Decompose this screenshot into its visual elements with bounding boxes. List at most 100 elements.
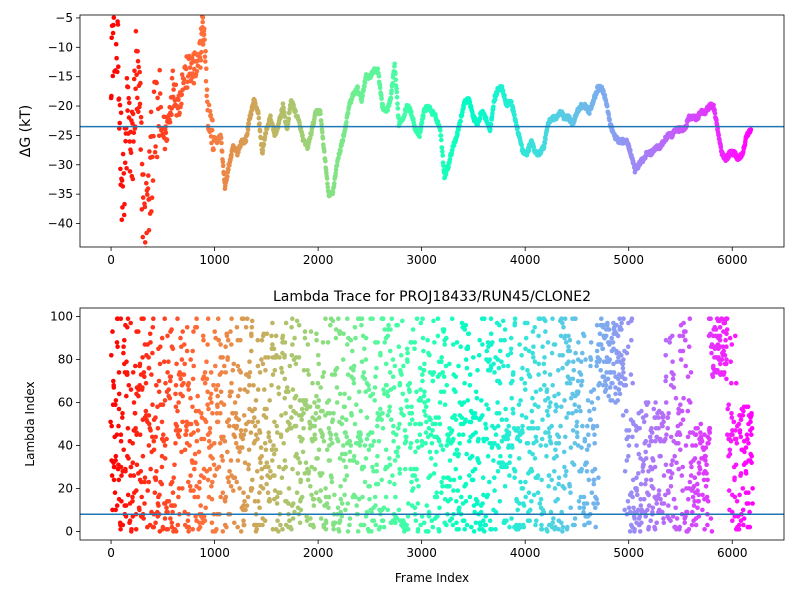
lambda-point [724,344,729,350]
lambda-point [531,344,536,350]
lambda-point [670,376,676,382]
lambda-point [515,507,520,513]
lambda-point [314,393,319,399]
lambda-point [235,458,241,463]
lambda-point [560,529,565,534]
lambda-point [412,346,417,352]
lambda-point [523,346,528,352]
lambda-point [316,447,322,453]
lambda-point [395,322,401,328]
delta-g-point [440,153,446,158]
lambda-point [182,361,187,367]
delta-g-point [142,266,147,271]
lambda-point [560,365,565,371]
delta-g-point [333,167,339,172]
lambda-point [168,374,174,380]
delta-g-point [134,72,139,78]
lambda-point [362,376,368,382]
lambda-point [347,522,352,528]
lambda-point [420,378,425,384]
lambda-point [671,385,677,390]
lambda-point [283,320,289,326]
lambda-point [228,458,234,463]
lambda-point [746,490,751,496]
lambda-point [504,417,509,423]
lambda-point [290,466,295,472]
lambda-point [272,473,277,478]
delta-g-point [121,212,127,218]
lambda-point [683,363,688,369]
lambda-point [526,348,532,354]
x-tick-label: 0 [107,253,115,267]
lambda-point [211,462,217,468]
lambda-point [467,494,473,500]
delta-g-point [114,9,119,14]
lambda-y-axis-label: Lambda Index [23,381,37,466]
lambda-point [130,460,136,466]
lambda-point [749,432,754,438]
lambda-point [747,524,753,530]
lambda-point [195,428,201,433]
lambda-point [554,453,559,459]
lambda-point [673,505,678,511]
delta-g-point [320,136,326,141]
lambda-point [678,357,684,362]
lambda-point [457,505,462,511]
lambda-point [733,462,739,468]
lambda-point [345,501,351,506]
lambda-point [440,447,446,453]
lambda-point [362,443,368,448]
lambda-point [430,524,436,530]
lambda-point [548,400,553,405]
delta-g-point [136,64,141,70]
lambda-point [702,432,707,438]
delta-g-point [256,110,261,116]
delta-g-point [334,163,340,168]
lambda-point [696,492,702,498]
lambda-point [315,456,320,461]
lambda-point [663,374,669,380]
lambda-point [164,436,169,442]
lambda-point [522,380,528,386]
lambda-point [508,335,514,341]
lambda-point [384,383,389,388]
delta-g-point [325,181,330,186]
delta-g-point [587,111,592,116]
lambda-point [393,520,398,526]
lambda-point [114,316,120,322]
lambda-point [234,423,240,429]
delta-g-point [187,65,193,70]
lambda-point [453,417,459,423]
lambda-point [724,376,729,382]
lambda-point [560,524,566,530]
lambda-point [228,484,234,489]
delta-g-point [204,66,209,71]
lambda-point [342,391,347,397]
lambda-point [399,372,404,377]
lambda-point [492,475,497,481]
lambda-point [381,524,387,530]
lambda-point [695,488,700,493]
lambda-point [148,428,153,433]
lambda-point [485,340,491,345]
lambda-point [323,520,329,526]
lambda-point [510,411,516,416]
lambda-point [674,516,680,521]
lambda-point [644,477,649,483]
lambda-point [693,522,699,528]
lambda-point [691,503,697,508]
lambda-point [734,380,739,386]
lambda-point [217,441,223,446]
lambda-point [730,509,735,515]
lambda-point [700,492,705,498]
lambda-point [150,350,155,356]
lambda-point [490,340,495,345]
lambda-point [605,320,610,326]
y-tick-label: −5 [55,11,73,25]
lambda-point [418,522,423,528]
lambda-point [279,365,284,371]
lambda-point [661,516,666,521]
lambda-point [241,490,246,496]
lambda-point [234,479,239,485]
lambda-point [465,398,471,403]
